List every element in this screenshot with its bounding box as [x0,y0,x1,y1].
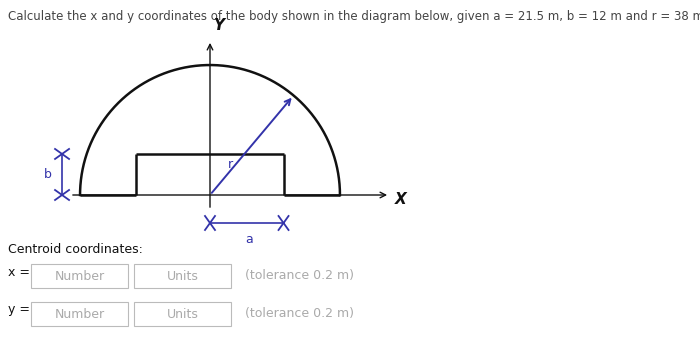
Text: (tolerance 0.2 m): (tolerance 0.2 m) [245,270,354,283]
Text: (tolerance 0.2 m): (tolerance 0.2 m) [245,307,354,321]
Text: b: b [44,168,52,181]
FancyBboxPatch shape [31,264,128,288]
Text: X: X [395,191,407,206]
FancyBboxPatch shape [134,302,231,326]
Text: Number: Number [55,307,104,321]
Text: Y: Y [213,18,224,33]
Text: Calculate the x and y coordinates of the body shown in the diagram below, given : Calculate the x and y coordinates of the… [8,10,700,23]
Text: a: a [245,233,253,246]
Text: y =: y = [8,304,30,317]
FancyBboxPatch shape [31,302,128,326]
Text: x =: x = [8,266,30,278]
Text: Centroid coordinates:: Centroid coordinates: [8,243,143,256]
Text: Units: Units [167,270,198,283]
Text: r: r [228,158,233,171]
FancyBboxPatch shape [134,264,231,288]
Text: Number: Number [55,270,104,283]
Text: Units: Units [167,307,198,321]
